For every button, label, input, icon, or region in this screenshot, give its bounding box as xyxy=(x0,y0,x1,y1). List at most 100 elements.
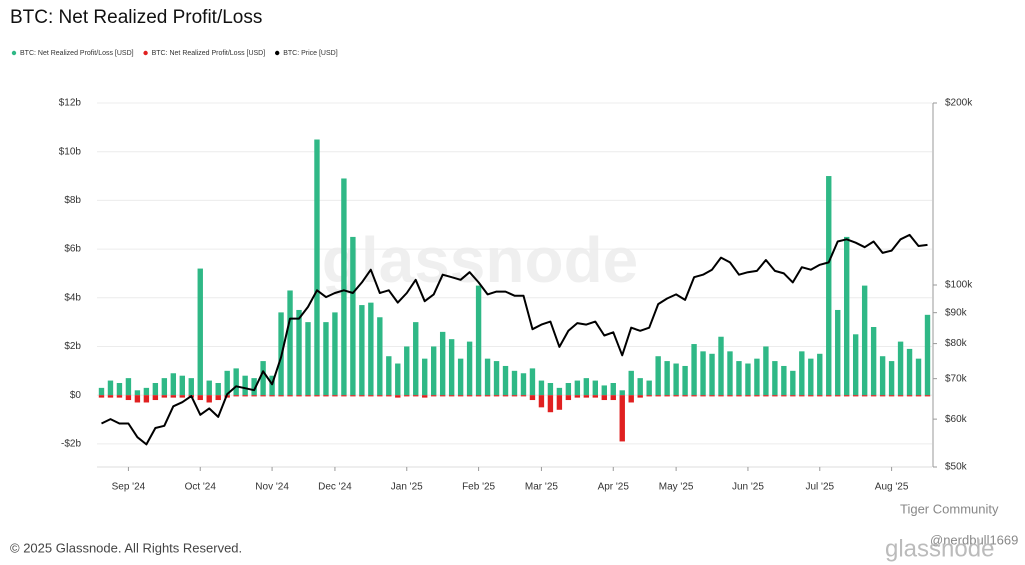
bar xyxy=(808,395,814,397)
bar xyxy=(844,395,850,397)
bar xyxy=(691,344,697,396)
x-tick-label: Sep '24 xyxy=(112,482,146,493)
bar xyxy=(350,395,356,397)
bar xyxy=(700,395,706,397)
bar xyxy=(341,395,347,397)
bar xyxy=(134,395,141,403)
bar xyxy=(835,309,841,396)
x-tick-label: Mar '25 xyxy=(525,482,558,493)
bar xyxy=(556,395,563,410)
bar xyxy=(772,361,778,396)
bar xyxy=(646,380,652,396)
bar xyxy=(852,395,859,397)
bar xyxy=(466,341,473,396)
bar xyxy=(206,395,212,403)
bar xyxy=(897,395,904,397)
legend-label: BTC: Net Realized Profit/Loss [USD] xyxy=(20,50,134,57)
bar xyxy=(817,353,823,396)
bar xyxy=(475,285,482,396)
bar xyxy=(520,373,527,396)
y2-tick-label: $60k xyxy=(945,414,968,425)
bar xyxy=(332,312,338,396)
bar xyxy=(718,336,724,396)
bar xyxy=(574,395,581,398)
bar xyxy=(161,378,168,396)
overlay-text: glassnode xyxy=(885,535,994,562)
bar xyxy=(861,395,868,397)
bar xyxy=(448,339,455,396)
bar xyxy=(870,327,877,396)
bar xyxy=(404,395,410,397)
bar xyxy=(251,395,257,397)
bar xyxy=(547,383,554,396)
bar xyxy=(826,395,832,397)
bar xyxy=(242,395,248,397)
bar xyxy=(655,356,661,396)
bar xyxy=(790,370,796,396)
bar xyxy=(448,395,455,397)
bar xyxy=(673,395,679,397)
chart-title: BTC: Net Realized Profit/Loss xyxy=(10,7,262,28)
bar xyxy=(493,395,500,397)
x-tick-label: Aug '25 xyxy=(875,482,909,493)
bar xyxy=(718,395,724,397)
bar xyxy=(529,368,536,396)
bar xyxy=(413,322,419,396)
bar xyxy=(170,395,177,398)
bar xyxy=(314,395,320,397)
bar xyxy=(619,390,625,396)
bar xyxy=(323,322,329,396)
bar xyxy=(197,395,203,401)
bar xyxy=(781,395,787,397)
bar xyxy=(727,351,733,396)
bar xyxy=(906,395,913,397)
bar xyxy=(143,387,150,396)
bar xyxy=(628,395,634,403)
bar xyxy=(763,346,769,396)
bar xyxy=(529,395,536,401)
bar xyxy=(763,395,769,397)
bar xyxy=(457,358,464,396)
bar xyxy=(520,395,527,397)
bar xyxy=(287,395,293,397)
bar xyxy=(736,395,742,397)
bar xyxy=(395,363,401,396)
bar xyxy=(700,351,706,396)
bar xyxy=(431,346,437,396)
bar xyxy=(502,365,509,396)
price-line xyxy=(101,233,928,446)
bar xyxy=(906,348,913,396)
bar xyxy=(197,268,203,396)
bar xyxy=(278,395,284,397)
bar xyxy=(493,361,500,396)
legend-marker xyxy=(11,50,17,56)
bar xyxy=(736,361,742,396)
bar xyxy=(341,178,347,396)
bar xyxy=(350,236,356,396)
bar xyxy=(538,380,545,396)
bar xyxy=(484,395,491,397)
bar xyxy=(269,375,275,396)
overlay-text: Tiger Community xyxy=(900,501,999,516)
bar xyxy=(368,302,374,396)
bar xyxy=(233,395,239,397)
x-tick-label: Nov '24 xyxy=(255,482,289,493)
y2-tick-label: $70k xyxy=(945,373,968,384)
bar xyxy=(404,346,410,396)
bar xyxy=(610,383,616,396)
bar xyxy=(601,395,607,401)
bar xyxy=(224,370,230,396)
bar xyxy=(772,395,778,397)
bar xyxy=(565,395,572,401)
bar xyxy=(754,395,760,397)
bar xyxy=(790,395,796,397)
bar xyxy=(826,176,832,396)
footer: © 2025 Glassnode. All Rights Reserved. xyxy=(10,540,242,555)
bar xyxy=(107,380,114,396)
bar xyxy=(152,383,159,396)
y2-tick-label: $90k xyxy=(945,307,968,318)
bar xyxy=(583,395,590,398)
y-tick-label: $6b xyxy=(64,244,81,255)
overlay-text: @nerdbull1669 xyxy=(930,532,1018,547)
